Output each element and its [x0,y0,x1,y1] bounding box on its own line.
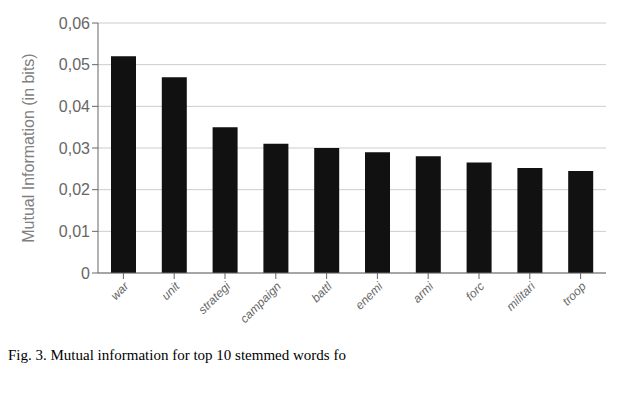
svg-text:0,03: 0,03 [59,140,90,157]
svg-text:0,06: 0,06 [59,15,90,32]
svg-text:strategi: strategi [195,279,233,317]
svg-text:0: 0 [81,265,90,282]
svg-text:Mutual Information (in bits): Mutual Information (in bits) [20,53,37,242]
svg-text:enemi: enemi [353,279,386,312]
svg-text:0,02: 0,02 [59,181,90,198]
svg-text:troop: troop [560,279,589,308]
svg-text:0,01: 0,01 [59,223,90,240]
svg-text:0,05: 0,05 [59,56,90,73]
html-text:Fig. 3. Mutual information for: Fig. 3. Mutual information for top 10 st… [8,347,346,363]
svg-text:0,04: 0,04 [59,98,90,115]
svg-text:unit: unit [159,279,183,303]
svg-text:battl: battl [309,279,335,305]
svg-text:armi: armi [410,279,437,306]
svg-text:war: war [108,279,132,303]
svg-text:campaign: campaign [237,279,284,326]
svg-text:militari: militari [504,279,539,314]
svg-text:forc: forc [463,279,487,303]
